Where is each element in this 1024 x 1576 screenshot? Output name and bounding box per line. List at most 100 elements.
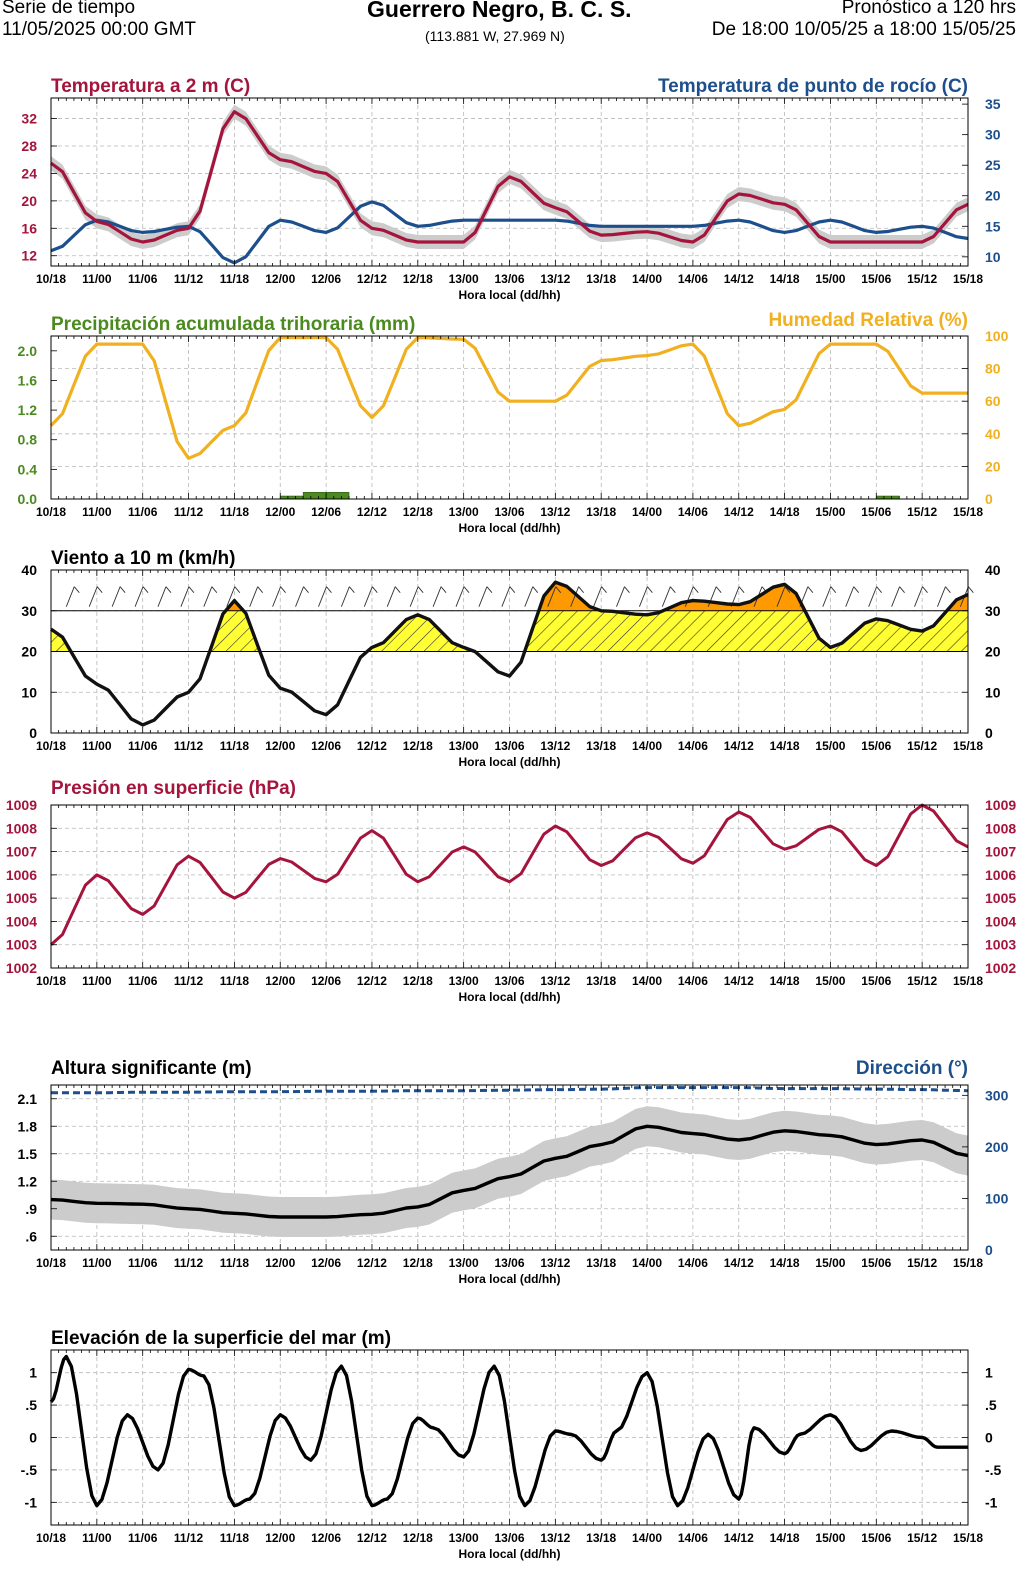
y-tick-label: 300: [985, 1087, 1009, 1103]
y-tick-label: 35: [985, 96, 1001, 112]
x-tick-label: 11/00: [82, 1256, 112, 1270]
x-tick-label: 15/00: [815, 272, 845, 286]
y-tick-label: 100: [985, 328, 1009, 344]
x-tick-label: 13/18: [586, 272, 616, 286]
wind-barb-flag: [463, 586, 470, 593]
y-tick-label: 16: [21, 220, 37, 236]
wind-barb: [868, 586, 878, 607]
wind-title: Viento a 10 m (km/h): [51, 548, 235, 569]
x-tick-label: 12/12: [357, 974, 387, 988]
x-tick-label: 11/00: [82, 272, 112, 286]
wind-barb: [88, 586, 98, 607]
y-tick-label: 1005: [6, 890, 37, 906]
x-tick-label: 12/18: [403, 1256, 433, 1270]
wind-barb-flag: [738, 586, 745, 593]
y-tick-label: 24: [21, 165, 37, 181]
y-tick-label: 32: [21, 111, 37, 127]
y-tick-label: 0.8: [18, 432, 38, 448]
x-tick-label: 15/12: [907, 505, 937, 519]
x-tick-label: 13/00: [449, 272, 479, 286]
x-tick-label: 11/12: [174, 1256, 204, 1270]
x-tick-label: 15/00: [815, 974, 845, 988]
humidity-line: [49, 336, 968, 460]
wind-barb-flag: [486, 586, 493, 593]
y-tick-label: 25: [985, 157, 1001, 173]
plot-area: [49, 1354, 968, 1508]
x-tick-label: 13/18: [586, 1256, 616, 1270]
wind-barb: [914, 586, 923, 607]
pressure-line: [50, 803, 969, 946]
y-tick-label: 1009: [6, 797, 37, 813]
x-tick-label: 14/12: [724, 1531, 754, 1545]
wave-height-line: [50, 1124, 969, 1219]
x-tick-label: 15/00: [815, 1256, 845, 1270]
wind-barb-flag: [394, 586, 401, 593]
x-tick-label: 14/06: [678, 1256, 708, 1270]
temperature-title: Temperatura a 2 m (C): [51, 76, 250, 97]
x-tick-label: 10/18: [36, 1256, 66, 1270]
y-tick-label: 2.0: [18, 343, 38, 359]
wind-barb-flag: [807, 586, 814, 593]
x-tick-label: 14/00: [632, 272, 662, 286]
x-tick-label: 11/06: [128, 505, 158, 519]
pressure-title: Presión en superficie (hPa): [51, 778, 296, 799]
x-tick-label: 10/18: [36, 505, 66, 519]
y-tick-label: 1006: [6, 867, 37, 883]
wind-barb: [157, 586, 167, 607]
forecast-range: Pronóstico a 120 hrs: [841, 0, 1016, 18]
y-tick-label: 40: [985, 562, 1001, 578]
plot-area: [50, 580, 974, 727]
x-tick-label: 14/06: [678, 272, 708, 286]
wind-barb-flag: [578, 586, 584, 593]
x-tick-label: 14/18: [770, 272, 800, 286]
dewpoint-line: [50, 200, 969, 265]
station-title: Guerrero Negro, B. C. S.: [367, 0, 632, 22]
y-tick-label: 0.4: [18, 461, 38, 477]
y-tick-label: .9: [25, 1201, 37, 1217]
series-label: Serie de tiempo: [2, 0, 136, 18]
wind-barb-flag: [647, 586, 653, 593]
x-tick-label: 11/18: [220, 1256, 250, 1270]
x-tick-label: 15/18: [953, 1531, 983, 1545]
y-tick-label: 60: [985, 393, 1001, 409]
y-tick-label: 20: [21, 193, 37, 209]
y-tick-label: 0: [985, 725, 993, 741]
y-tick-label: -1: [25, 1494, 38, 1510]
x-tick-label: 12/06: [311, 739, 341, 753]
x-tick-label: 11/18: [220, 505, 250, 519]
x-tick-label: 12/06: [311, 1256, 341, 1270]
x-tick-label: 12/06: [311, 505, 341, 519]
x-tick-label: 15/12: [907, 1256, 937, 1270]
x-tick-label: 14/18: [770, 505, 800, 519]
x-tick-label: 13/12: [540, 272, 570, 286]
x-tick-label: 14/18: [770, 1256, 800, 1270]
x-tick-label: 12/12: [357, 1256, 387, 1270]
wind-barb-flag: [188, 586, 195, 593]
forecast-period: De 18:00 10/05/25 a 18:00 15/05/25: [711, 19, 1016, 40]
wind-barb-flag: [715, 586, 722, 593]
x-tick-label: 12/00: [265, 974, 295, 988]
x-tick-label: 15/06: [861, 1531, 891, 1545]
x-axis-title: Hora local (dd/hh): [459, 288, 561, 302]
wind-barb: [891, 586, 901, 607]
x-tick-label: 14/12: [724, 974, 754, 988]
y-tick-label: 40: [985, 426, 1001, 442]
y-tick-label: 0: [985, 1242, 993, 1258]
x-tick-label: 11/12: [174, 739, 204, 753]
x-tick-label: 12/18: [403, 739, 433, 753]
y-tick-label: 30: [985, 603, 1001, 619]
wind-barb-flag: [876, 586, 883, 593]
wind-speed-line: [50, 580, 969, 727]
x-tick-label: 11/06: [128, 1256, 158, 1270]
x-tick-label: 13/12: [540, 1531, 570, 1545]
y-tick-label: 1.6: [18, 372, 38, 388]
x-tick-label: 12/00: [265, 1531, 295, 1545]
y-tick-label: 1003: [985, 937, 1016, 953]
wind-barb-flag: [119, 586, 126, 593]
x-tick-label: 11/06: [128, 272, 158, 286]
wind-barb: [272, 586, 282, 607]
x-tick-label: 14/06: [678, 974, 708, 988]
x-tick-label: 10/18: [36, 974, 66, 988]
y-tick-label: 1: [985, 1365, 993, 1381]
